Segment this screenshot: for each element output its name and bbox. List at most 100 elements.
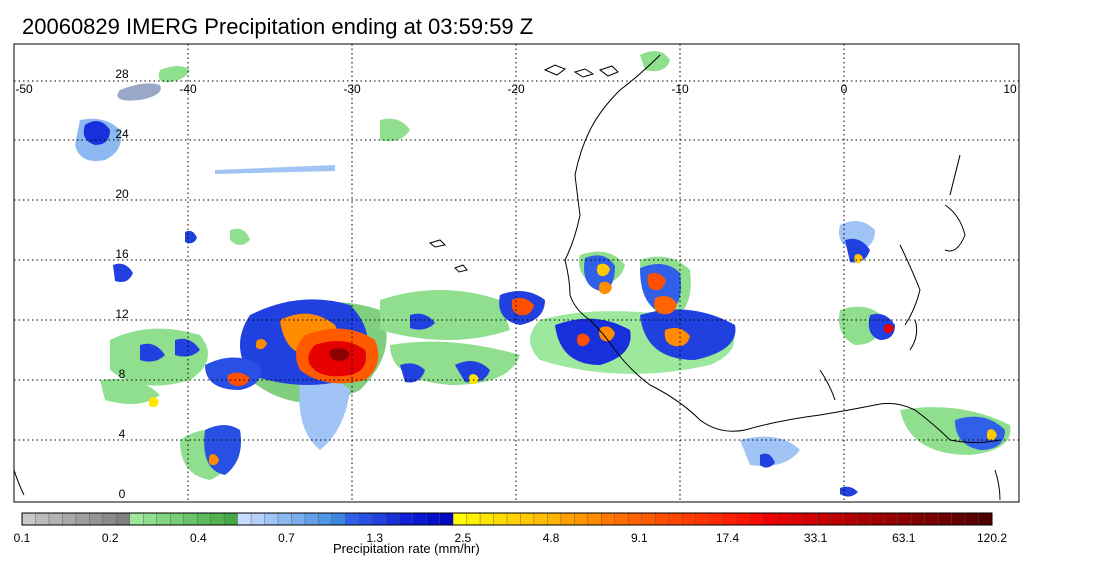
colorbar-tick-label: 1.3 (366, 531, 383, 545)
colorbar-tick-label: 9.1 (631, 531, 648, 545)
lat-label: 24 (115, 127, 129, 141)
colorbar-label: Precipitation rate (mm/hr) (333, 541, 480, 556)
colorbar-swatch (722, 512, 737, 526)
colorbar-swatch (169, 512, 185, 526)
colorbar-swatch (250, 512, 265, 526)
colorbar-swatch (641, 512, 656, 526)
colorbar-swatch (102, 512, 117, 526)
colorbar-swatch (439, 512, 454, 526)
colorbar-swatch (789, 512, 804, 526)
colorbar-tick-label: 33.1 (804, 531, 828, 545)
colorbar-tick-label: 63.1 (892, 531, 916, 545)
colorbar-swatch (870, 512, 885, 526)
colorbar-swatch (210, 512, 225, 526)
colorbar-swatch (372, 512, 387, 526)
colorbar-swatch (493, 512, 508, 526)
colorbar-swatch (452, 512, 468, 526)
colorbar-tick-label: 0.7 (278, 531, 295, 545)
longitude-labels: -50 -40 -30 -20 -10 0 10 (15, 82, 1017, 96)
colorbar-swatch (628, 512, 643, 526)
colorbar-swatch (412, 512, 427, 526)
colorbar-swatch (156, 512, 171, 526)
colorbar-swatch (924, 512, 939, 526)
colorbar-swatch (614, 512, 629, 526)
colorbar-swatch (843, 512, 858, 526)
colorbar-swatch (345, 512, 360, 526)
colorbar-swatch (399, 512, 414, 526)
colorbar-swatch (520, 512, 535, 526)
colorbar-swatch (237, 512, 252, 526)
colorbar-swatch (533, 512, 548, 526)
graticule (14, 44, 1019, 502)
colorbar-swatch (937, 512, 953, 526)
colorbar-swatch (318, 512, 333, 526)
colorbar-swatch (964, 512, 980, 526)
heavy-rain-cores (148, 254, 997, 466)
lat-label: 16 (115, 247, 129, 261)
lat-label: 8 (119, 367, 126, 381)
colorbar-swatch (776, 512, 791, 526)
colorbar-frame (21, 512, 993, 526)
lat-label: 0 (119, 487, 126, 501)
colorbar-swatch (547, 512, 562, 526)
lon-label: 10 (1003, 82, 1017, 96)
colorbar-swatch (695, 512, 710, 526)
colorbar-swatch (223, 512, 239, 526)
colorbar-swatch (48, 512, 63, 526)
colorbar-swatch (560, 512, 575, 526)
colorbar-swatch (587, 512, 602, 526)
colorbar-swatch (884, 512, 899, 526)
colorbar-swatch (601, 512, 616, 526)
colorbar-tick-label: 17.4 (716, 531, 740, 545)
colorbar-swatch (75, 512, 90, 526)
colorbar-tick-label: 4.8 (543, 531, 560, 545)
colorbar-swatch (762, 512, 777, 526)
precipitation-field (75, 51, 1011, 497)
colorbar-swatch (857, 512, 872, 526)
lat-label: 12 (115, 307, 129, 321)
colorbar-swatch (183, 512, 198, 526)
colorbar-swatch (574, 512, 589, 526)
lat-label: 20 (115, 187, 129, 201)
lon-label: -10 (671, 82, 689, 96)
colorbar-swatch (21, 512, 36, 526)
lon-label: 0 (841, 82, 848, 96)
colorbar-swatch (816, 512, 831, 526)
colorbar-swatch (385, 512, 400, 526)
colorbar-swatch (466, 512, 481, 526)
colorbar-swatches (21, 512, 993, 526)
colorbar-swatch (897, 512, 912, 526)
colorbar-swatch (35, 512, 50, 526)
colorbar-swatch (506, 512, 521, 526)
colorbar-tick-labels: 0.1 0.2 0.4 0.7 1.3 2.5 4.8 9.1 17.4 33.1 63.1 120.… (14, 531, 1008, 545)
colorbar-tick-label: 0.1 (14, 531, 31, 545)
colorbar-swatch (681, 512, 697, 526)
colorbar-swatch (479, 512, 495, 526)
colorbar-swatch (425, 512, 441, 526)
coastline (14, 54, 1001, 501)
colorbar-swatch (358, 512, 373, 526)
lat-label: 28 (115, 67, 129, 81)
colorbar-swatch (654, 512, 670, 526)
colorbar-swatch (708, 512, 724, 526)
colorbar-swatch (291, 512, 306, 526)
page-title: 20060829 IMERG Precipitation ending at 0… (22, 14, 534, 39)
colorbar-swatch (830, 512, 845, 526)
colorbar-swatch (749, 512, 764, 526)
lon-label: -50 (15, 82, 33, 96)
colorbar-swatch (129, 512, 144, 526)
lon-label: -30 (343, 82, 361, 96)
lat-label: 4 (119, 427, 126, 441)
colorbar-swatch (803, 512, 818, 526)
colorbar-swatch (62, 512, 77, 526)
colorbar-swatch (89, 512, 104, 526)
colorbar-swatch (951, 512, 966, 526)
colorbar-swatch (264, 512, 279, 526)
colorbar-swatch (304, 512, 319, 526)
colorbar-swatch (196, 512, 212, 526)
lon-label: -20 (507, 82, 525, 96)
latitude-labels: 28 24 20 16 12 8 4 0 (115, 67, 129, 501)
lon-label: -40 (179, 82, 197, 96)
map-frame (13, 43, 1020, 503)
